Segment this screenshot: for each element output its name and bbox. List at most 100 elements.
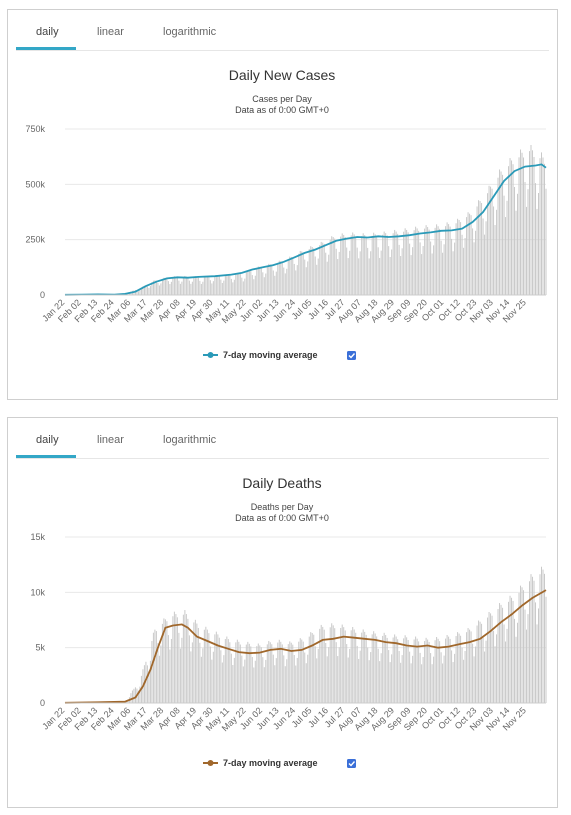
legend-checkbox[interactable]	[347, 759, 356, 768]
daily-bar	[347, 657, 349, 703]
legend-label[interactable]: 7-day moving average	[223, 758, 318, 768]
daily-bar	[296, 657, 298, 703]
daily-bar	[163, 618, 165, 703]
daily-bar	[395, 231, 397, 295]
daily-bar	[250, 271, 252, 295]
daily-bar	[460, 222, 462, 295]
daily-bar	[527, 189, 529, 295]
daily-bar	[389, 256, 391, 295]
daily-bar	[361, 236, 363, 295]
daily-bar	[233, 657, 235, 703]
daily-bar	[410, 255, 412, 295]
daily-bar	[322, 242, 324, 295]
tab-linear[interactable]: linear	[97, 26, 124, 38]
daily-bar	[511, 160, 513, 295]
daily-bar	[275, 658, 277, 703]
daily-bar	[485, 640, 487, 703]
daily-bar	[529, 151, 531, 295]
daily-bar	[347, 258, 349, 295]
daily-bar	[319, 628, 321, 703]
daily-bar	[236, 639, 238, 703]
daily-bar	[379, 661, 381, 703]
daily-bar	[196, 276, 198, 295]
daily-bar	[458, 633, 460, 703]
daily-bar	[424, 641, 426, 703]
daily-bar	[206, 629, 208, 703]
daily-bar	[149, 286, 151, 295]
daily-bar	[481, 203, 483, 295]
legend-marker	[207, 760, 214, 766]
daily-bar	[176, 277, 178, 295]
daily-bar	[325, 642, 327, 703]
daily-bar	[356, 247, 358, 295]
daily-bar	[488, 185, 490, 295]
y-tick-label: 750k	[25, 124, 45, 134]
daily-bar	[307, 654, 309, 703]
daily-bar	[427, 639, 429, 703]
daily-bar	[544, 163, 546, 295]
daily-bar	[239, 644, 241, 703]
daily-bar	[361, 632, 363, 703]
daily-bar	[403, 638, 405, 703]
daily-bar	[149, 660, 151, 703]
legend-checkbox[interactable]	[347, 351, 356, 360]
y-tick-label: 5k	[35, 643, 45, 653]
daily-bar	[359, 251, 361, 295]
daily-bar	[215, 275, 217, 295]
daily-bar	[502, 174, 504, 295]
tab-logarithmic[interactable]: logarithmic	[163, 26, 217, 38]
daily-bar	[235, 274, 237, 295]
tab-daily[interactable]: daily	[36, 26, 59, 38]
daily-bar	[397, 639, 399, 703]
tab-daily[interactable]: daily	[36, 434, 59, 446]
daily-bar	[235, 642, 237, 703]
daily-bar	[341, 233, 343, 295]
daily-bar	[248, 270, 250, 295]
tab-linear[interactable]: linear	[97, 434, 124, 446]
daily-bar	[428, 229, 430, 295]
cases-panel: daily linear logarithmic Daily New Cases…	[7, 9, 558, 400]
daily-bar	[463, 659, 465, 703]
daily-bar	[470, 631, 472, 703]
daily-bar	[443, 244, 445, 295]
daily-bar	[310, 632, 312, 703]
tab-logarithmic[interactable]: logarithmic	[163, 434, 217, 446]
daily-bar	[535, 183, 537, 295]
daily-bar	[515, 210, 517, 295]
daily-bar	[452, 251, 454, 295]
daily-bar	[272, 654, 274, 703]
daily-bar	[493, 206, 495, 295]
daily-bar	[277, 262, 279, 295]
daily-bar	[160, 283, 162, 295]
daily-bar	[403, 231, 405, 295]
daily-bar	[523, 157, 525, 295]
daily-bar	[154, 629, 156, 703]
daily-bar	[346, 247, 348, 295]
active-tab-indicator	[16, 47, 76, 50]
daily-bar	[157, 643, 159, 703]
daily-bar	[506, 200, 508, 295]
daily-bar	[226, 274, 228, 295]
daily-bar	[305, 663, 307, 703]
daily-bar	[457, 218, 459, 295]
legend-label[interactable]: 7-day moving average	[223, 350, 318, 360]
daily-bar	[545, 188, 547, 295]
daily-bar	[145, 285, 147, 295]
daily-bar	[413, 639, 415, 703]
daily-bar	[319, 245, 321, 295]
daily-bar	[482, 637, 484, 703]
daily-bar	[535, 602, 537, 703]
daily-bar	[337, 656, 339, 703]
daily-bar	[521, 587, 523, 703]
daily-bar	[251, 656, 253, 703]
daily-bar	[388, 246, 390, 295]
daily-bar	[526, 206, 528, 295]
daily-bar	[343, 234, 345, 295]
daily-bar	[382, 234, 384, 295]
daily-bar	[211, 283, 213, 295]
daily-bar	[389, 662, 391, 703]
daily-bar	[343, 627, 345, 703]
daily-bar	[436, 636, 438, 703]
daily-bar	[386, 637, 388, 703]
